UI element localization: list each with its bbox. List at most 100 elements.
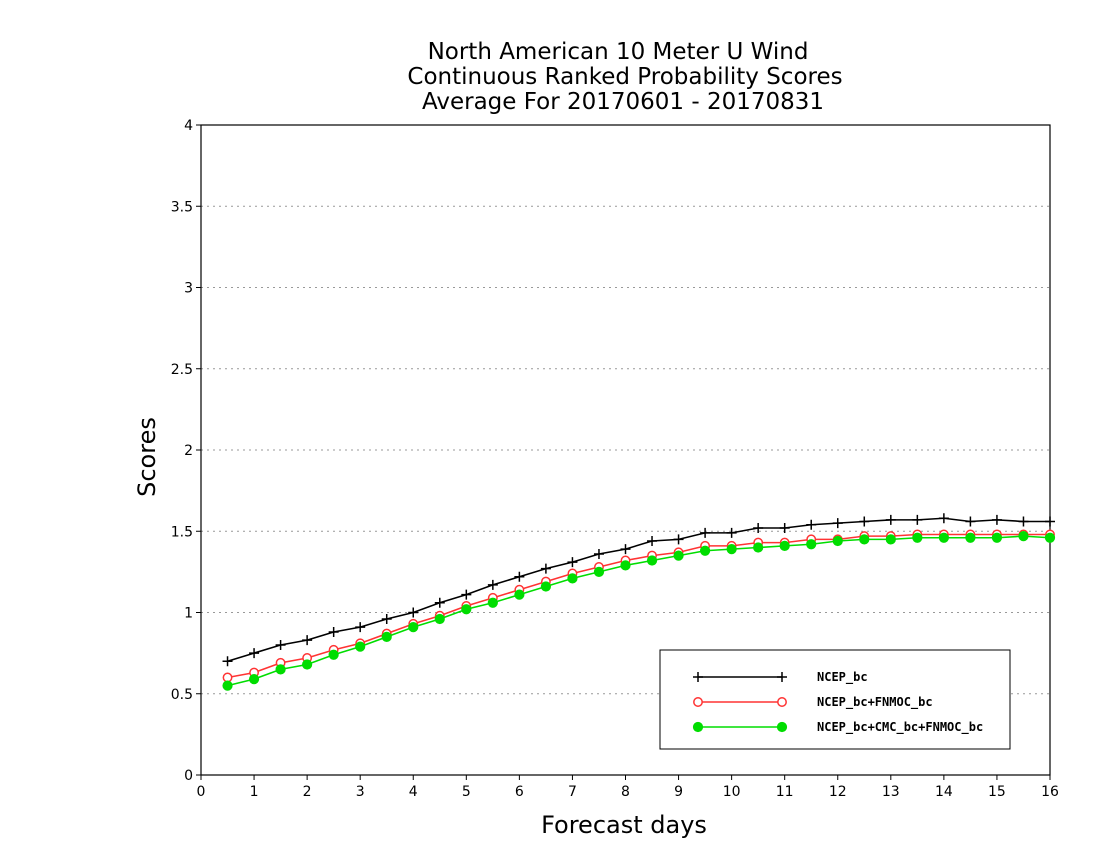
x-tick-label: 1: [250, 784, 259, 800]
data-point: [885, 514, 896, 525]
legend-marker: [776, 721, 788, 733]
data-point: [275, 640, 286, 650]
data-point: [885, 534, 896, 545]
data-point: [222, 672, 233, 683]
data-point: [328, 627, 339, 637]
data-point: [248, 674, 260, 685]
legend-label: NCEP_bc: [817, 670, 868, 685]
data-point: [275, 664, 286, 675]
data-point: [912, 514, 923, 525]
data-point: [912, 532, 923, 543]
x-tick-label: 15: [988, 784, 1006, 800]
y-axis-label: Scores: [133, 417, 161, 497]
data-point: [753, 523, 764, 533]
x-tick-label: 5: [462, 784, 471, 800]
data-point: [673, 550, 684, 561]
data-point: [965, 516, 976, 527]
gridlines: [201, 205, 1050, 695]
data-point: [647, 536, 658, 546]
data-point: [408, 607, 419, 618]
data-point: [859, 534, 870, 545]
data-point: [461, 604, 472, 615]
x-tick-label: 7: [568, 784, 577, 800]
legend: NCEP_bc NCEP_bc+FNMOC_bc NCEP_bc+CMC_bc+FN…: [659, 649, 1011, 750]
data-point: [328, 649, 339, 660]
data-point: [1045, 516, 1055, 527]
data-point: [540, 563, 551, 574]
data-point: [859, 516, 870, 527]
legend-label: NCEP_bc+CMC_bc+FNMOC_bc: [817, 720, 983, 735]
legend-marker: [777, 672, 787, 682]
data-point: [355, 622, 366, 633]
legend-marker: [692, 721, 704, 733]
data-point: [302, 659, 313, 670]
y-tick-label: 4: [184, 118, 193, 134]
x-tick-label: 10: [723, 784, 741, 800]
data-point: [302, 635, 313, 646]
data-point: [832, 535, 843, 547]
y-tick-label: 1: [184, 606, 193, 622]
legend-box: [659, 649, 1011, 750]
data-point: [593, 566, 605, 577]
data-point: [965, 532, 976, 543]
x-tick-label: 16: [1041, 784, 1059, 800]
data-point: [434, 613, 445, 625]
data-point: [991, 532, 1003, 543]
x-tick-label: 2: [303, 784, 312, 800]
series-1: [222, 513, 1055, 667]
data-point: [355, 641, 366, 652]
data-point: [487, 579, 498, 590]
data-point: [381, 614, 392, 624]
data-point: [222, 680, 233, 691]
x-tick-label: 13: [882, 784, 900, 800]
y-tick-label: 3: [184, 281, 193, 297]
y-tick-label: 0: [184, 768, 193, 784]
legend-item-3: NCEP_bc+CMC_bc+FNMOC_bc: [692, 720, 983, 735]
x-tick-label: 11: [776, 784, 794, 800]
axes: 00.511.522.533.540 1 2 3 4 5 6 7 8 9 10 11 12 13 14 15 1…: [171, 118, 1059, 800]
data-series: [222, 513, 1056, 691]
data-point: [434, 597, 445, 608]
data-point: [381, 631, 392, 642]
x-tick-label: 9: [674, 784, 683, 800]
data-point: [567, 557, 578, 568]
data-point: [514, 589, 525, 600]
data-point: [806, 519, 817, 530]
data-point: [620, 560, 631, 571]
data-point: [779, 523, 790, 533]
legend-marker: [693, 672, 703, 682]
data-point: [753, 542, 764, 553]
series-line: [227, 517, 1050, 663]
data-point: [1018, 516, 1029, 527]
data-point: [620, 544, 631, 555]
data-point: [593, 549, 604, 559]
x-tick-label: 14: [935, 784, 953, 800]
data-point: [700, 527, 711, 538]
data-point: [1018, 531, 1029, 542]
data-point: [646, 555, 658, 566]
data-point: [673, 534, 684, 545]
y-tick-label: 3.5: [171, 199, 193, 215]
data-point: [1044, 532, 1056, 543]
x-tick-label: 12: [829, 784, 847, 800]
x-axis-label: Forecast days: [541, 811, 707, 839]
data-point: [938, 532, 949, 543]
data-point: [726, 544, 737, 555]
data-point: [408, 622, 419, 633]
legend-marker: [693, 697, 703, 707]
y-tick-label: 1.5: [171, 524, 193, 540]
chart-title-line-2: Continuous Ranked Probability Scores: [407, 64, 842, 90]
data-point: [222, 656, 233, 667]
legend-item-2: NCEP_bc+FNMOC_bc: [693, 695, 933, 710]
series-3: [222, 531, 1056, 691]
chart-title-line-3: Average For 20170601 - 20170831: [422, 89, 824, 115]
legend-item-1: NCEP_bc: [693, 670, 868, 685]
data-point: [991, 514, 1002, 525]
data-point: [540, 581, 552, 592]
x-tick-label: 3: [356, 784, 365, 800]
chart-title: North American 10 Meter U Wind Continuou…: [407, 39, 842, 115]
data-point: [806, 539, 817, 550]
x-tick-label: 0: [197, 784, 206, 800]
data-point: [249, 648, 260, 659]
